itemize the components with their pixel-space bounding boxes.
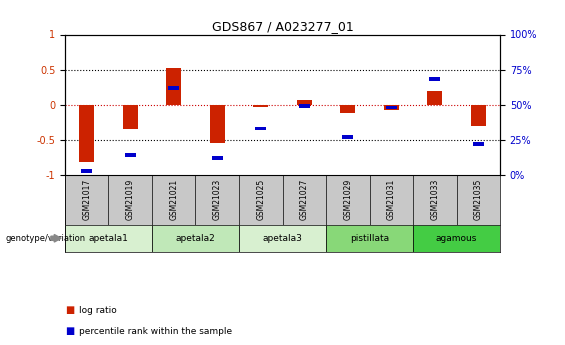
Text: GSM21023: GSM21023: [213, 179, 221, 220]
Text: log ratio: log ratio: [79, 306, 117, 315]
Bar: [168, 86, 179, 90]
Text: ■: ■: [65, 326, 74, 336]
Text: GSM21027: GSM21027: [300, 179, 308, 220]
Text: GSM21021: GSM21021: [170, 179, 178, 220]
Text: ■: ■: [65, 306, 74, 315]
Bar: [212, 156, 223, 160]
Text: GSM21033: GSM21033: [431, 179, 439, 220]
Text: GSM21025: GSM21025: [257, 179, 265, 220]
Bar: [299, 104, 310, 108]
Bar: [239, 225, 326, 252]
Text: agamous: agamous: [436, 234, 477, 243]
Text: apetala3: apetala3: [263, 234, 302, 243]
Bar: [152, 225, 239, 252]
Text: GSM21031: GSM21031: [387, 179, 396, 220]
Text: genotype/variation: genotype/variation: [6, 234, 86, 243]
Bar: [166, 68, 181, 105]
Text: GSM21017: GSM21017: [82, 179, 91, 220]
Bar: [413, 225, 500, 252]
Text: apetala1: apetala1: [89, 234, 128, 243]
Bar: [79, 105, 94, 162]
Text: pistillata: pistillata: [350, 234, 389, 243]
Bar: [384, 105, 399, 110]
Bar: [253, 105, 268, 108]
Bar: [210, 105, 225, 143]
Text: GSM21029: GSM21029: [344, 179, 352, 220]
Bar: [473, 142, 484, 146]
Bar: [429, 78, 440, 81]
Bar: [81, 169, 92, 172]
Title: GDS867 / A023277_01: GDS867 / A023277_01: [212, 20, 353, 33]
Bar: [326, 225, 413, 252]
Bar: [255, 127, 266, 130]
Bar: [297, 100, 312, 105]
Text: GSM21019: GSM21019: [126, 179, 134, 220]
Bar: [340, 105, 355, 113]
Text: GSM21035: GSM21035: [474, 179, 483, 220]
Bar: [125, 153, 136, 157]
Bar: [471, 105, 486, 126]
Text: apetala2: apetala2: [176, 234, 215, 243]
Bar: [427, 91, 442, 105]
Bar: [342, 135, 353, 139]
Bar: [65, 225, 152, 252]
Bar: [123, 105, 138, 129]
Text: percentile rank within the sample: percentile rank within the sample: [79, 327, 232, 336]
Bar: [386, 106, 397, 109]
